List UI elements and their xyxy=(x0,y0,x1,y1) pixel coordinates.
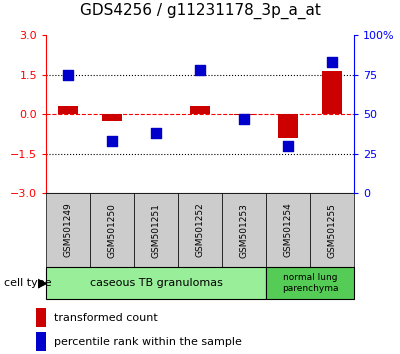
Point xyxy=(285,143,291,149)
Text: GSM501250: GSM501250 xyxy=(108,202,116,258)
Bar xyxy=(234,114,254,115)
Bar xyxy=(322,71,342,114)
Bar xyxy=(36,308,46,327)
Bar xyxy=(134,193,178,267)
Point xyxy=(109,138,115,144)
Text: GSM501252: GSM501252 xyxy=(196,203,204,257)
Text: ▶: ▶ xyxy=(38,277,48,290)
Point xyxy=(197,67,203,73)
Text: caseous TB granulomas: caseous TB granulomas xyxy=(90,278,222,288)
Text: GSM501253: GSM501253 xyxy=(240,202,248,258)
Point xyxy=(329,59,335,65)
Bar xyxy=(46,267,266,299)
Text: percentile rank within the sample: percentile rank within the sample xyxy=(54,337,242,347)
Bar xyxy=(266,267,354,299)
Bar xyxy=(178,193,222,267)
Bar xyxy=(190,106,210,114)
Text: GDS4256 / g11231178_3p_a_at: GDS4256 / g11231178_3p_a_at xyxy=(80,3,320,19)
Text: normal lung
parenchyma: normal lung parenchyma xyxy=(282,274,338,293)
Text: GSM501249: GSM501249 xyxy=(64,203,72,257)
Bar xyxy=(58,106,78,114)
Bar xyxy=(36,332,46,352)
Point xyxy=(153,130,159,136)
Bar xyxy=(102,114,122,121)
Bar xyxy=(46,193,90,267)
Bar xyxy=(310,193,354,267)
Bar xyxy=(90,193,134,267)
Point xyxy=(241,116,247,122)
Bar xyxy=(278,114,298,138)
Bar xyxy=(266,193,310,267)
Point xyxy=(65,72,71,78)
Text: transformed count: transformed count xyxy=(54,313,158,323)
Text: cell type: cell type xyxy=(4,278,52,288)
Text: GSM501251: GSM501251 xyxy=(152,202,160,258)
Text: GSM501255: GSM501255 xyxy=(328,202,336,258)
Bar xyxy=(222,193,266,267)
Text: GSM501254: GSM501254 xyxy=(284,203,292,257)
